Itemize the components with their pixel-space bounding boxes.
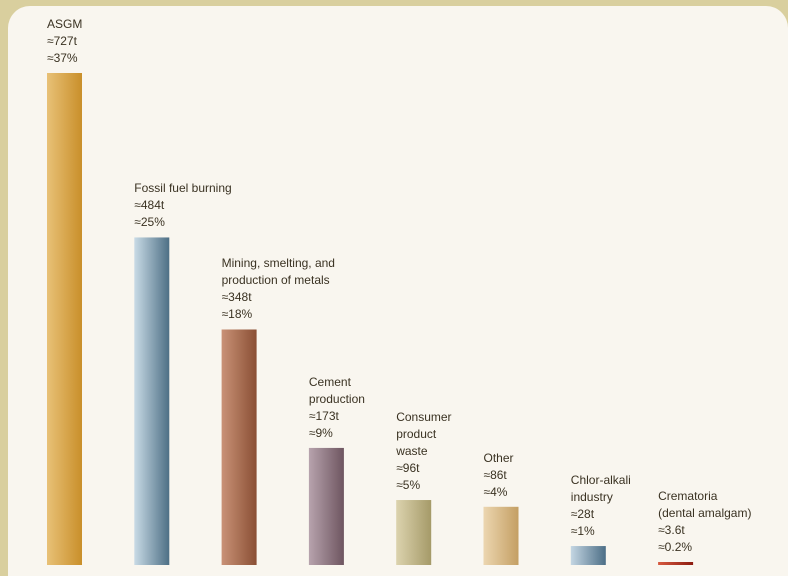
bar-label-7: Crematoria (dental amalgam) ≈3.6t ≈0.2% bbox=[658, 488, 751, 556]
bar-category-label: Chlor-alkali bbox=[570, 473, 631, 488]
bar-category-label: Consumer bbox=[396, 410, 452, 425]
bar-category-label: ASGM bbox=[47, 17, 83, 31]
bar-percent-label: ≈37% bbox=[47, 51, 78, 65]
bar-value-label: ≈173t bbox=[308, 408, 339, 423]
bar-category-label: industry bbox=[570, 490, 613, 505]
bar-percent-label: ≈5% bbox=[396, 478, 421, 493]
bar-percent-label: ≈4% bbox=[483, 484, 508, 499]
bar-percent-label: ≈1% bbox=[570, 524, 595, 539]
bar-category-label: Crematoria bbox=[658, 489, 718, 503]
bar-category-label: waste bbox=[396, 444, 428, 459]
bar-label-4: Consumer product waste ≈96t ≈5% bbox=[396, 409, 451, 494]
bar-2 bbox=[221, 329, 257, 565]
bar-label-0: ASGM ≈727t ≈37% bbox=[47, 16, 82, 67]
bar-category-label: Mining, smelting, and bbox=[221, 256, 335, 271]
bar-category-label: production bbox=[308, 391, 365, 406]
bar-5 bbox=[483, 506, 519, 565]
bar-value-label: ≈28t bbox=[570, 507, 595, 522]
bar-value-label: ≈484t bbox=[134, 198, 165, 213]
bar-value-label: ≈727t bbox=[47, 34, 77, 48]
bar-6 bbox=[570, 546, 606, 565]
bar-value-label: ≈96t bbox=[396, 461, 420, 476]
bar-1 bbox=[134, 237, 170, 565]
bar-percent-label: ≈9% bbox=[308, 425, 333, 440]
bar-percent-label: ≈25% bbox=[134, 215, 165, 230]
bar-category-label: production of metals bbox=[221, 273, 330, 288]
bar-category-label: Other bbox=[483, 450, 514, 465]
bar-category-label: (dental amalgam) bbox=[658, 506, 752, 520]
bar-7 bbox=[658, 562, 694, 565]
bar-percent-label: ≈0.2% bbox=[658, 540, 693, 554]
bar-value-label: ≈3.6t bbox=[658, 523, 685, 537]
bar-category-label: Cement bbox=[308, 374, 351, 389]
bar-category-label: product bbox=[396, 427, 437, 442]
bar-label-6: Chlor-alkali industry ≈28t ≈1% bbox=[571, 472, 631, 540]
bar-label-5: Other ≈86t ≈4% bbox=[484, 450, 514, 501]
bar-0 bbox=[47, 73, 82, 565]
bar-label-1: Fossil fuel burning ≈484t ≈25% bbox=[134, 180, 231, 231]
bar-label-2: Mining, smelting, and production of metal… bbox=[222, 255, 335, 323]
bar-label-3: Cement production ≈173t ≈9% bbox=[309, 374, 365, 442]
bar-value-label: ≈348t bbox=[221, 290, 252, 305]
bar-category-label: Fossil fuel burning bbox=[134, 181, 232, 196]
bar-3 bbox=[308, 447, 344, 565]
bar-percent-label: ≈18% bbox=[221, 307, 253, 322]
bar-value-label: ≈86t bbox=[483, 467, 507, 482]
bar-4 bbox=[396, 500, 432, 565]
